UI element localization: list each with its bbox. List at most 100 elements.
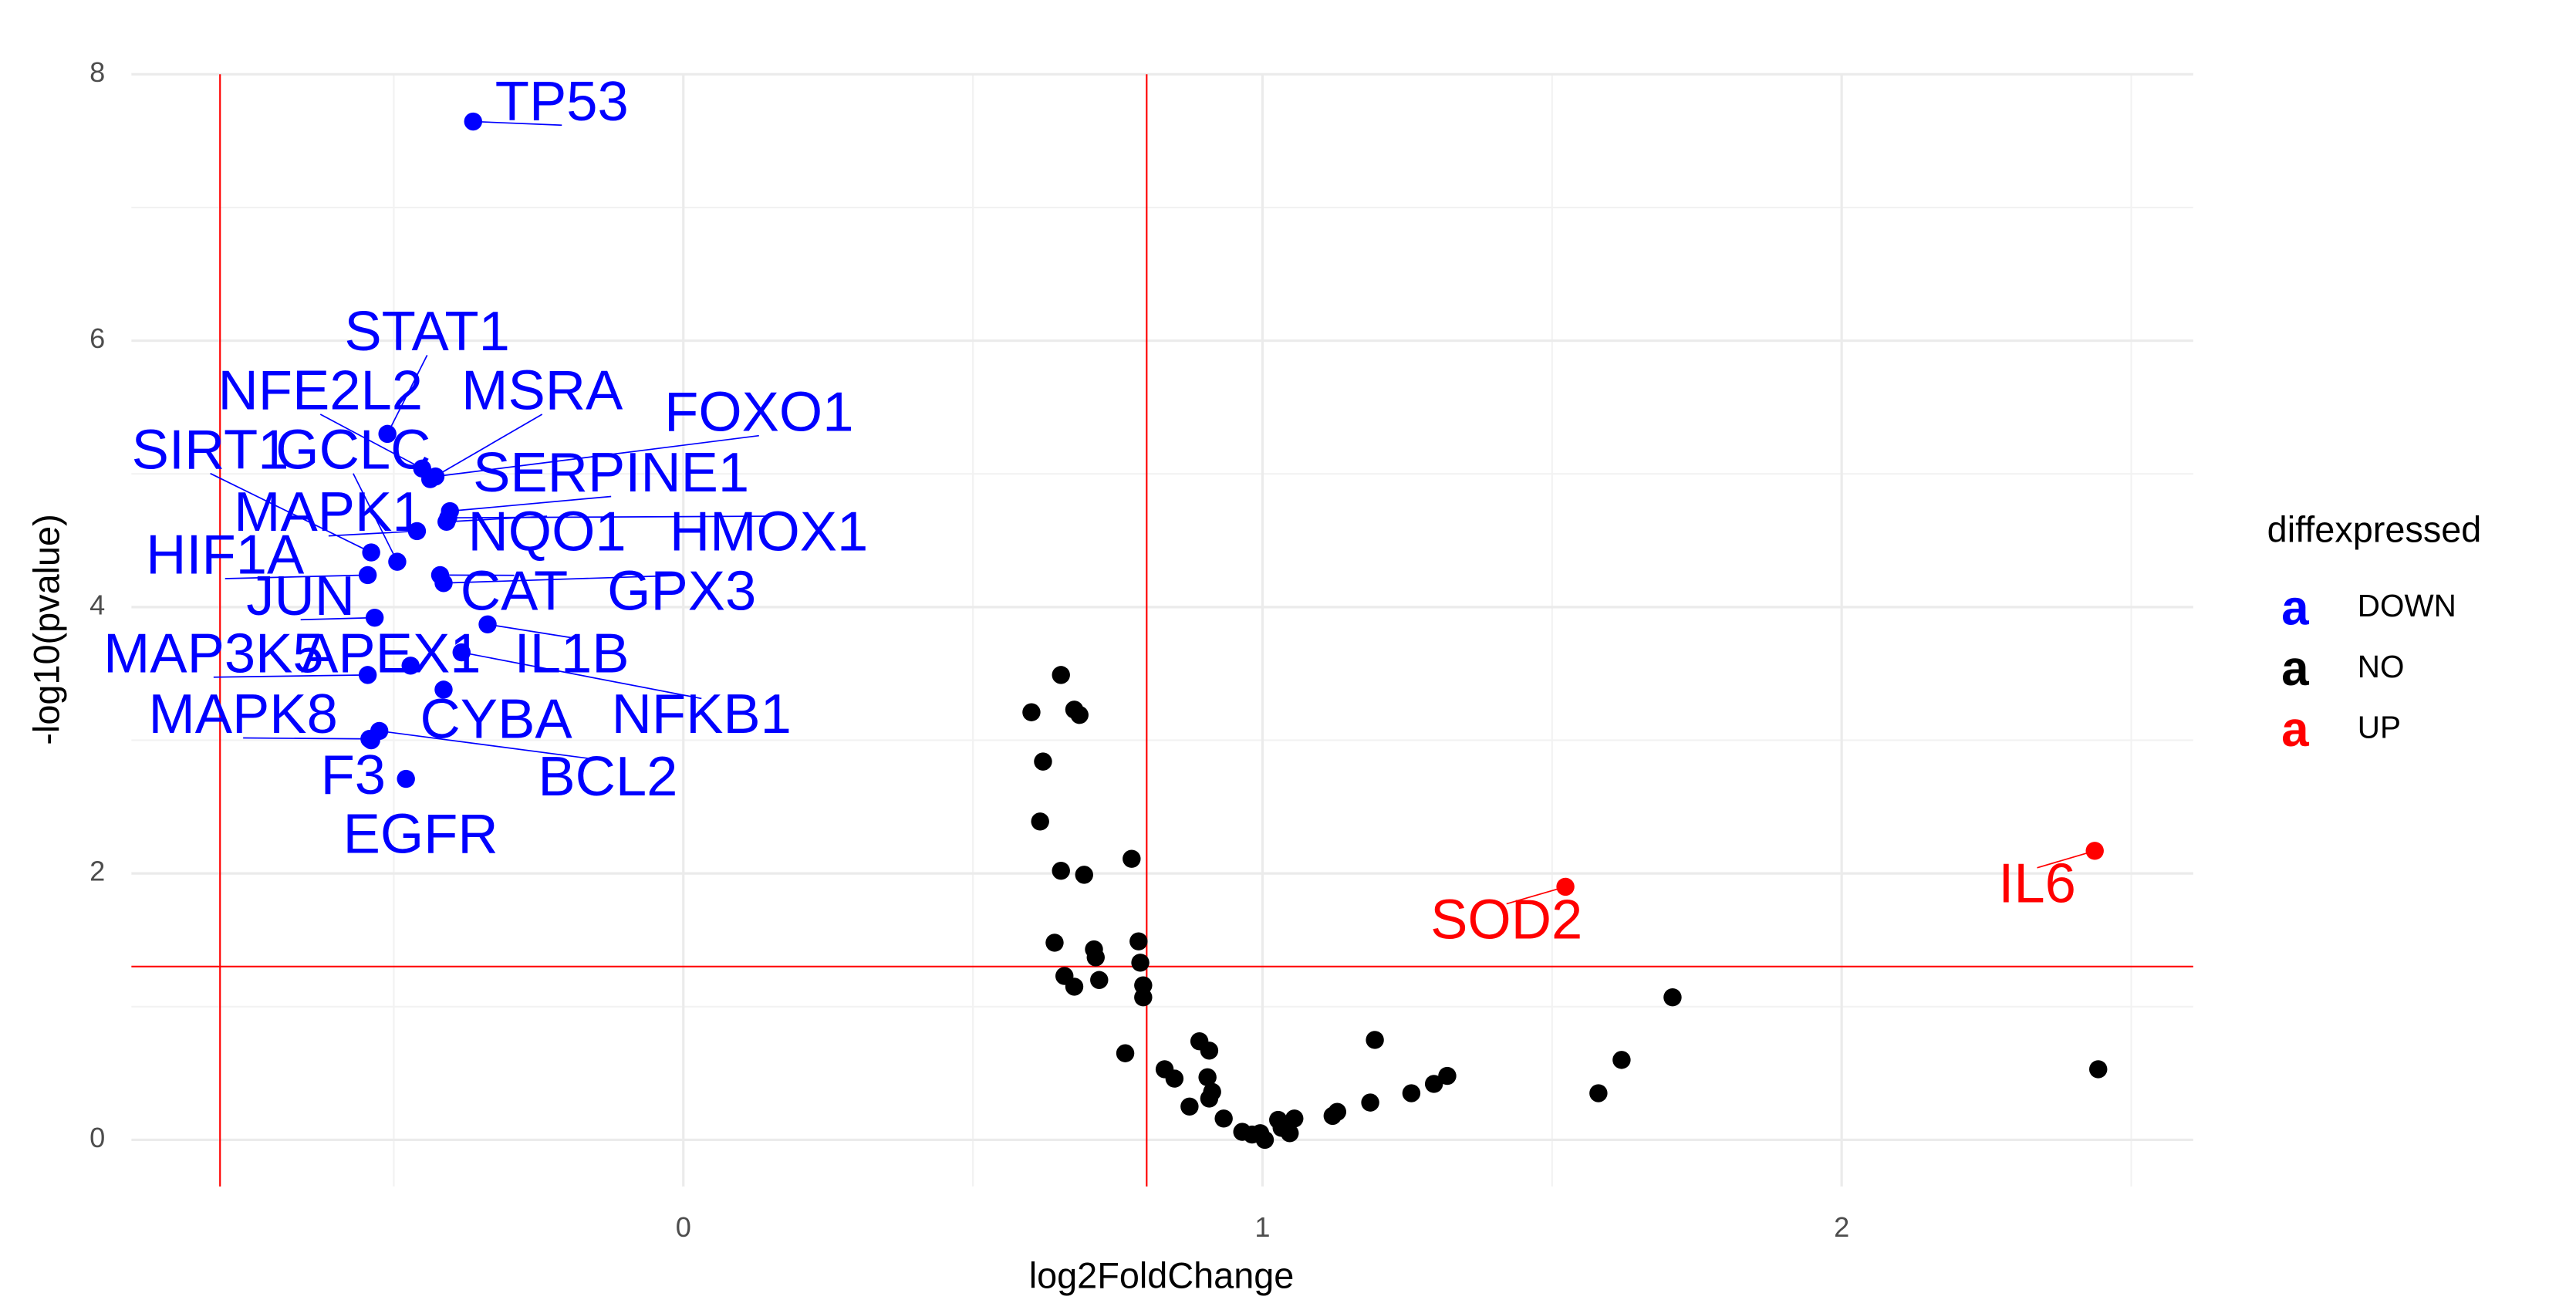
data-point	[2089, 1060, 2108, 1079]
label-connector	[435, 434, 759, 478]
data-point	[1134, 988, 1153, 1007]
gene-label: GPX3	[607, 559, 756, 622]
x-tick-label: 1	[1254, 1211, 1270, 1243]
legend-label: UP	[2358, 710, 2401, 745]
label-connector	[210, 472, 372, 553]
x-tick-label: 0	[676, 1211, 691, 1243]
data-point	[1556, 877, 1575, 896]
y-tick-label: 2	[89, 856, 105, 887]
data-point	[397, 769, 415, 788]
data-point	[1402, 1084, 1421, 1102]
legend-key: a	[2281, 640, 2309, 696]
data-point	[1075, 866, 1093, 884]
legend-key: a	[2281, 579, 2309, 635]
label-connector	[225, 574, 368, 579]
data-point	[1366, 1031, 1384, 1049]
data-point	[1052, 666, 1070, 684]
gene-label: NQO1	[468, 501, 626, 563]
gene-label: GCLC	[275, 418, 430, 481]
data-point	[434, 574, 453, 593]
y-tick-label: 8	[89, 56, 105, 88]
label-connector	[213, 674, 368, 678]
data-point	[1200, 1089, 1219, 1108]
data-point	[1328, 1102, 1347, 1121]
data-point	[1034, 752, 1052, 771]
label-connector	[443, 574, 682, 584]
x-axis-title: log2FoldChange	[1029, 1256, 1295, 1296]
label-connector	[387, 354, 428, 434]
label-connector	[379, 730, 609, 762]
y-tick-label: 0	[89, 1122, 105, 1153]
gene-label: STAT1	[344, 300, 510, 363]
gene-label: APEX1	[301, 622, 481, 684]
data-point	[401, 657, 420, 675]
data-point	[407, 522, 427, 541]
legend-label: DOWN	[2358, 588, 2456, 623]
label-connector	[243, 737, 370, 740]
gene-label: F3	[321, 744, 386, 806]
gene-label: IL6	[1998, 852, 2076, 914]
label-connector	[461, 651, 702, 700]
data-point	[358, 566, 377, 585]
label-connector	[353, 473, 398, 562]
data-point	[1361, 1093, 1379, 1112]
gene-label: NFKB1	[612, 683, 792, 745]
gene-label: JUN	[246, 565, 355, 627]
gene-label: IL1B	[515, 622, 630, 684]
gene-label: HIF1A	[146, 524, 305, 586]
label-connector	[450, 495, 612, 512]
data-point	[1045, 934, 1064, 952]
data-point	[378, 424, 397, 444]
data-point	[1070, 705, 1089, 724]
label-connector	[300, 616, 375, 621]
y-tick-label: 4	[89, 589, 105, 620]
x-tick-label: 2	[1834, 1211, 1849, 1243]
y-tick-label: 6	[89, 322, 105, 354]
data-point	[358, 666, 377, 684]
legend-key: a	[2281, 701, 2309, 757]
data-point	[452, 643, 471, 662]
data-point	[1052, 861, 1070, 880]
gene-label: MAP3K5	[103, 622, 324, 684]
legend-label: NO	[2358, 649, 2405, 684]
label-connector	[319, 414, 423, 470]
gene-label: CYBA	[420, 687, 573, 750]
data-point	[426, 467, 445, 486]
data-point	[434, 680, 453, 699]
data-point	[439, 508, 457, 527]
data-point	[1123, 849, 1141, 868]
label-connector	[473, 120, 562, 127]
gene-label: MAPK8	[148, 683, 337, 745]
gene-label: FOXO1	[664, 380, 853, 443]
data-point	[1424, 1075, 1443, 1093]
data-point	[1031, 812, 1049, 831]
gene-label: SIRT1	[132, 418, 289, 481]
data-point	[1251, 1124, 1270, 1143]
label-connector	[430, 414, 543, 480]
data-point	[1438, 1066, 1457, 1085]
data-point	[1663, 988, 1682, 1007]
data-point	[1272, 1119, 1291, 1137]
gene-label: MSRA	[461, 360, 623, 422]
data-point	[362, 543, 380, 562]
data-point	[365, 608, 384, 627]
data-point	[1090, 971, 1109, 989]
data-point	[1198, 1068, 1217, 1087]
gene-label: BCL2	[538, 745, 677, 808]
label-connector	[447, 515, 769, 519]
label-connector	[487, 623, 572, 639]
data-point	[1129, 932, 1148, 950]
label-connector	[1506, 886, 1566, 905]
gene-label: NFE2L2	[218, 360, 423, 422]
data-point	[2085, 842, 2104, 860]
data-point	[1200, 1042, 1219, 1060]
data-point	[1131, 954, 1150, 972]
label-connector	[2037, 849, 2095, 869]
data-point	[1214, 1109, 1233, 1128]
gene-label: SERPINE1	[473, 441, 749, 504]
gene-label: HMOX1	[670, 501, 868, 563]
gene-label: EGFR	[343, 803, 498, 866]
data-point	[1285, 1109, 1304, 1128]
